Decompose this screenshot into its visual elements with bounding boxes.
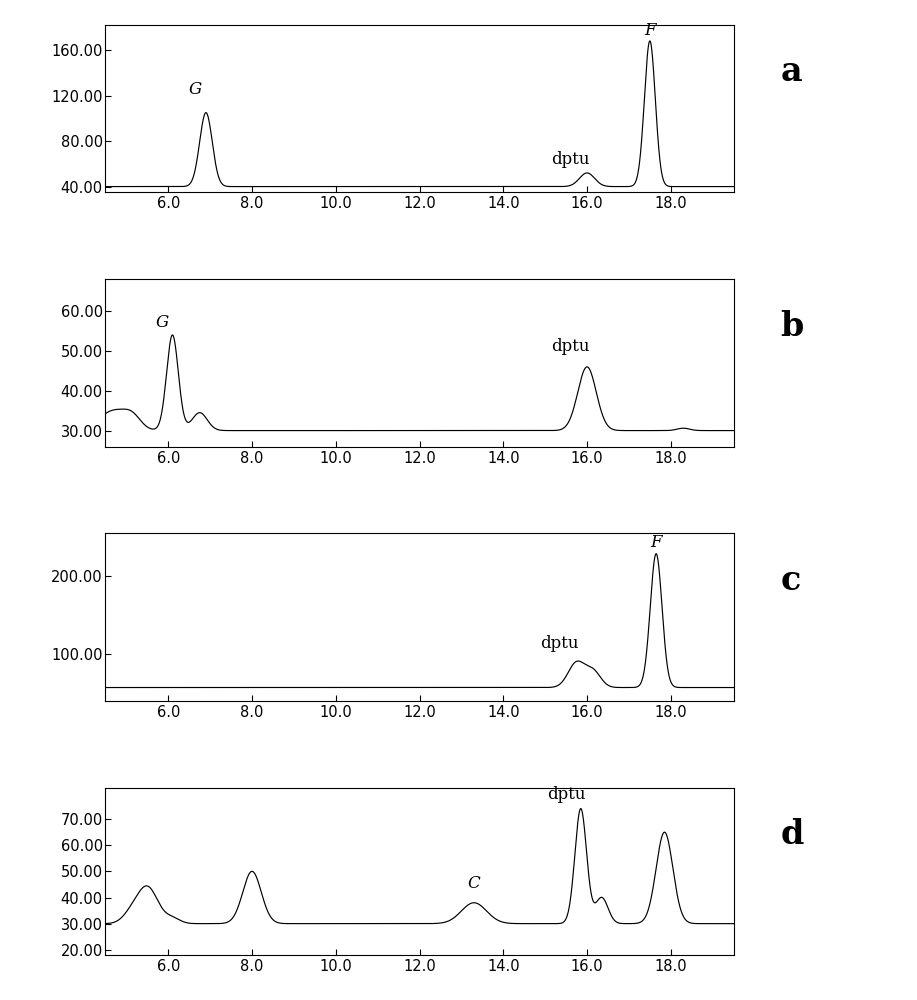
Text: d: d bbox=[780, 818, 804, 851]
Text: a: a bbox=[780, 55, 802, 88]
Text: dptu: dptu bbox=[551, 151, 590, 168]
Text: F: F bbox=[650, 534, 662, 551]
Text: dptu: dptu bbox=[551, 338, 590, 355]
Text: G: G bbox=[189, 81, 202, 98]
Text: F: F bbox=[644, 22, 656, 39]
Text: c: c bbox=[780, 564, 801, 597]
Text: G: G bbox=[155, 314, 169, 331]
Text: dptu: dptu bbox=[547, 786, 585, 803]
Text: C: C bbox=[468, 875, 481, 892]
Text: b: b bbox=[780, 310, 804, 343]
Text: dptu: dptu bbox=[540, 635, 579, 652]
